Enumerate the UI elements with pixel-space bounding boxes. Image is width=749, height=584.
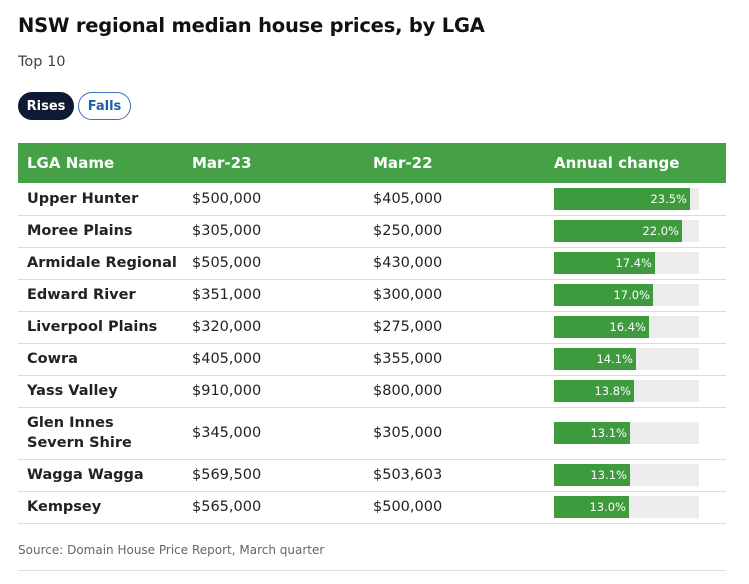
lga-name-cell: Yass Valley (18, 375, 192, 408)
change-bar-label: 17.0% (613, 288, 650, 302)
mar-22-price-cell: $250,000 (373, 215, 554, 248)
change-bar-fill: 17.0% (554, 284, 653, 306)
change-bar-track: 13.8% (554, 380, 699, 402)
mar-22-price-cell: $355,000 (373, 343, 554, 376)
change-bar-track: 17.4% (554, 252, 699, 274)
change-bar-track: 23.5% (554, 187, 699, 210)
change-bar-fill: 13.1% (554, 422, 630, 444)
mar-22-price-cell: $405,000 (373, 183, 554, 216)
change-bar-label: 14.1% (596, 352, 633, 366)
annual-change-cell: 16.4% (554, 311, 726, 344)
annual-change-cell: 13.1% (554, 459, 726, 492)
change-bar-fill: 13.0% (554, 496, 629, 518)
annual-change-cell: 13.8% (554, 375, 726, 408)
mar-23-price-cell: $305,000 (192, 215, 373, 248)
column-header-mar-22: Mar-22 (373, 154, 433, 172)
change-bar-fill: 17.4% (554, 252, 655, 274)
mar-23-price-cell: $351,000 (192, 279, 373, 312)
lga-name-cell: Edward River (18, 279, 192, 312)
annual-change-cell: 13.1% (554, 407, 726, 460)
lga-name-cell: Kempsey (18, 491, 192, 524)
change-bar-label: 13.1% (590, 426, 627, 440)
change-bar-label: 13.0% (589, 500, 626, 514)
annual-change-cell: 13.0% (554, 491, 726, 524)
mar-22-price-cell: $500,000 (373, 491, 554, 524)
lga-name-cell: Armidale Regional (18, 247, 192, 280)
mar-23-price-cell: $500,000 (192, 183, 373, 216)
table-row: Kempsey $565,000 $500,000 13.0% (18, 491, 726, 524)
table-row: Liverpool Plains $320,000 $275,000 16.4% (18, 311, 726, 344)
chart-subtitle: Top 10 (18, 54, 66, 70)
change-bar-track: 17.0% (554, 284, 699, 306)
tab-falls[interactable]: Falls (78, 92, 131, 120)
change-bar-track: 13.1% (554, 422, 699, 444)
table-row: Upper Hunter $500,000 $405,000 23.5% (18, 183, 726, 216)
tab-rises[interactable]: Rises (18, 92, 74, 120)
change-bar-track: 13.0% (554, 496, 699, 518)
column-header-annual-change: Annual change (554, 154, 680, 172)
lga-name-cell: Moree Plains (18, 215, 192, 248)
rises-falls-toggle: Rises Falls (18, 92, 131, 120)
change-bar-track: 13.1% (554, 464, 699, 486)
change-bar-label: 16.4% (609, 320, 646, 334)
lga-name-cell: Glen Innes Severn Shire (18, 407, 192, 460)
annual-change-cell: 17.0% (554, 279, 726, 312)
table-row: Moree Plains $305,000 $250,000 22.0% (18, 215, 726, 248)
table-row: Wagga Wagga $569,500 $503,603 13.1% (18, 459, 726, 492)
change-bar-fill: 14.1% (554, 348, 636, 370)
change-bar-fill: 23.5% (554, 187, 690, 210)
annual-change-cell: 23.5% (554, 183, 726, 216)
table-row: Edward River $351,000 $300,000 17.0% (18, 279, 726, 312)
mar-22-price-cell: $430,000 (373, 247, 554, 280)
mar-23-price-cell: $569,500 (192, 459, 373, 492)
column-header-lga-name: LGA Name (27, 154, 115, 172)
change-bar-fill: 13.1% (554, 464, 630, 486)
lga-name-cell: Upper Hunter (18, 183, 192, 216)
prices-table: LGA Name Mar-23 Mar-22 Annual change Upp… (18, 143, 726, 524)
change-bar-label: 23.5% (650, 191, 687, 206)
table-row: Armidale Regional $505,000 $430,000 17.4% (18, 247, 726, 280)
mar-23-price-cell: $320,000 (192, 311, 373, 344)
column-header-mar-23: Mar-23 (192, 154, 252, 172)
table-row: Glen Innes Severn Shire $345,000 $305,000 1… (18, 407, 726, 460)
mar-22-price-cell: $503,603 (373, 459, 554, 492)
footer-divider (18, 570, 726, 571)
mar-23-price-cell: $505,000 (192, 247, 373, 280)
annual-change-cell: 22.0% (554, 215, 726, 248)
mar-22-price-cell: $800,000 (373, 375, 554, 408)
mar-23-price-cell: $910,000 (192, 375, 373, 408)
chart-title: NSW regional median house prices, by LGA (18, 14, 485, 37)
mar-23-price-cell: $405,000 (192, 343, 373, 376)
lga-name-cell: Cowra (18, 343, 192, 376)
change-bar-fill: 16.4% (554, 316, 649, 338)
change-bar-fill: 22.0% (554, 220, 682, 242)
table-row: Cowra $405,000 $355,000 14.1% (18, 343, 726, 376)
change-bar-label: 13.8% (594, 384, 631, 398)
change-bar-track: 16.4% (554, 316, 699, 338)
mar-22-price-cell: $300,000 (373, 279, 554, 312)
table-row: Yass Valley $910,000 $800,000 13.8% (18, 375, 726, 408)
mar-23-price-cell: $345,000 (192, 407, 373, 460)
change-bar-label: 17.4% (615, 256, 652, 270)
table-body: Upper Hunter $500,000 $405,000 23.5% Moree P… (18, 183, 726, 524)
lga-name-cell: Wagga Wagga (18, 459, 192, 492)
mar-22-price-cell: $275,000 (373, 311, 554, 344)
change-bar-track: 22.0% (554, 220, 699, 242)
annual-change-cell: 17.4% (554, 247, 726, 280)
change-bar-label: 22.0% (642, 224, 679, 238)
annual-change-cell: 14.1% (554, 343, 726, 376)
table-header-row: LGA Name Mar-23 Mar-22 Annual change (18, 143, 726, 183)
mar-23-price-cell: $565,000 (192, 491, 373, 524)
change-bar-label: 13.1% (590, 468, 627, 482)
change-bar-track: 14.1% (554, 348, 699, 370)
source-note: Source: Domain House Price Report, March… (18, 543, 325, 557)
lga-name-cell: Liverpool Plains (18, 311, 192, 344)
mar-22-price-cell: $305,000 (373, 407, 554, 460)
change-bar-fill: 13.8% (554, 380, 634, 402)
